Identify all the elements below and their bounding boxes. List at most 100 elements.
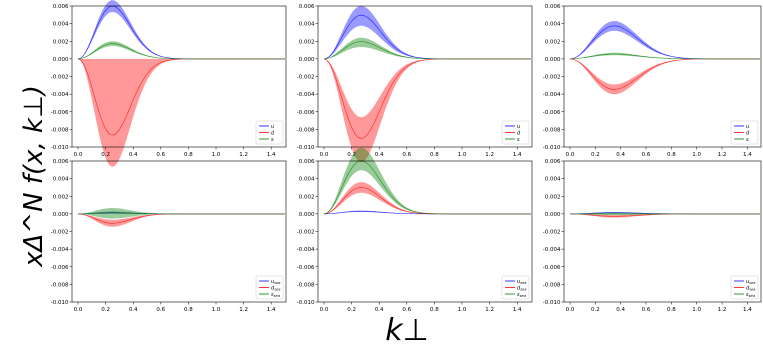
y-tick-label: -0.010 (297, 145, 315, 151)
x-tick-label: 0.2 (101, 152, 110, 158)
y-tick-label: -0.002 (297, 230, 315, 236)
y-tick-label: -0.008 (543, 282, 561, 288)
x-tick-label: 1.2 (718, 152, 727, 158)
x-tick-label: 1.0 (212, 152, 221, 158)
y-tick-label: -0.004 (51, 247, 69, 253)
legend-box (255, 120, 284, 145)
y-tick-label: -0.002 (543, 75, 561, 81)
legend-box (501, 120, 530, 145)
x-tick-label: 0.0 (320, 307, 329, 313)
legend-label: s (271, 137, 274, 143)
legend-box (730, 120, 759, 145)
panel-grid: 0.006 0.004 0.002 0.000 -0.002 -0.004 -0.006 -0… (51, 0, 762, 313)
band-d-panel-2 (324, 58, 531, 163)
y-tick-label: 0.004 (299, 177, 315, 183)
band-d-sea-panel-5 (324, 182, 531, 214)
y-tick-label: 0.000 (299, 57, 315, 63)
legend-subscript: sea (749, 281, 755, 285)
band-u-panel-1 (78, 0, 285, 59)
y-tick-label: 0.002 (299, 39, 315, 45)
legend-label: u (746, 124, 749, 130)
line-s-panel-3 (569, 53, 760, 60)
y-tick-label: -0.002 (297, 75, 315, 81)
x-tick-label: 0.0 (566, 307, 575, 313)
x-tick-label: 1.0 (458, 307, 467, 313)
figure-xlabel: k⊥ (385, 313, 429, 348)
legend-subscript: sea (274, 281, 280, 285)
y-tick-label: -0.004 (543, 247, 561, 253)
legend-label: u (517, 124, 520, 130)
y-tick-label: -0.006 (51, 110, 69, 116)
x-tick-label: 1.0 (692, 152, 701, 158)
y-tick-label: -0.010 (51, 300, 69, 306)
chart-panel-6: 0.006 0.004 0.002 0.000 -0.002 -0.004 -0.006 -0… (543, 159, 762, 313)
legend-subscript: sea (520, 294, 526, 298)
y-tick-label: 0.006 (299, 159, 315, 165)
x-tick-label: 1.4 (267, 307, 276, 313)
x-tick-label: 1.4 (743, 307, 752, 313)
chart-panel-2: 0.006 0.004 0.002 0.000 -0.002 -0.004 -0.006 -0… (297, 4, 533, 163)
legend-panel-1: uds (255, 120, 284, 145)
x-tick-label: 1.2 (239, 152, 248, 158)
band-d-panel-3 (570, 58, 760, 95)
y-tick-label: 0.002 (545, 194, 561, 200)
legend-panel-3: uds (730, 120, 759, 145)
y-tick-label: -0.002 (51, 230, 69, 236)
axes-frame-panel-5 (317, 160, 533, 303)
x-tick-label: 0.8 (667, 152, 676, 158)
x-tick-label: 0.8 (184, 152, 193, 158)
band-u-panel-3 (570, 21, 760, 59)
band-s-panel-3 (570, 52, 760, 59)
y-tick-label: -0.008 (51, 127, 69, 133)
x-tick-label: 1.2 (239, 307, 248, 313)
y-tick-label: 0.004 (545, 22, 561, 28)
x-tick-label: 0.6 (156, 152, 165, 158)
y-tick-label: -0.008 (51, 282, 69, 288)
x-tick-label: 1.0 (458, 152, 467, 158)
line-s-panel-1 (77, 43, 285, 60)
x-tick-label: 0.2 (347, 152, 356, 158)
y-tick-label: 0.000 (299, 212, 315, 218)
x-tick-label: 0.2 (347, 307, 356, 313)
legend-subscript: sea (274, 294, 280, 298)
x-tick-label: 0.0 (74, 307, 83, 313)
band-u-sea-panel-5 (324, 210, 531, 214)
axes-frame-panel-4 (71, 160, 287, 303)
band-d-sea-panel-4 (78, 213, 285, 227)
y-tick-label: -0.008 (297, 282, 315, 288)
legend-label: dsea (271, 285, 280, 291)
band-s-panel-2 (324, 37, 531, 59)
x-tick-label: 0.0 (74, 152, 83, 158)
x-tick-label: 1.0 (692, 307, 701, 313)
legend-subscript: sea (520, 281, 526, 285)
y-tick-label: -0.010 (543, 300, 561, 306)
legend-label: d (517, 130, 521, 136)
y-tick-label: -0.008 (297, 127, 315, 133)
y-tick-label: -0.010 (51, 145, 69, 151)
legend-label: dsea (746, 285, 755, 291)
legend-label: d (271, 130, 275, 136)
legend-label: usea (271, 279, 280, 285)
y-tick-label: 0.004 (545, 177, 561, 183)
legend-label: s (517, 137, 520, 143)
y-tick-label: 0.004 (53, 177, 69, 183)
y-tick-label: 0.006 (53, 4, 69, 10)
x-tick-label: 0.6 (402, 152, 411, 158)
band-s-sea-panel-5 (324, 147, 531, 214)
y-tick-label: 0.000 (53, 57, 69, 63)
x-tick-label: 0.6 (642, 152, 651, 158)
y-tick-label: 0.000 (545, 212, 561, 218)
y-tick-label: 0.000 (53, 212, 69, 218)
x-tick-label: 0.8 (667, 307, 676, 313)
y-tick-label: 0.002 (53, 39, 69, 45)
y-tick-label: -0.006 (297, 265, 315, 271)
band-s-sea-panel-4 (78, 208, 285, 219)
y-tick-label: -0.004 (51, 92, 69, 98)
y-tick-label: 0.000 (545, 57, 561, 63)
x-tick-label: 0.6 (156, 307, 165, 313)
legend-subscript: sea (520, 287, 526, 291)
y-tick-label: -0.010 (543, 145, 561, 151)
y-tick-label: -0.010 (297, 300, 315, 306)
